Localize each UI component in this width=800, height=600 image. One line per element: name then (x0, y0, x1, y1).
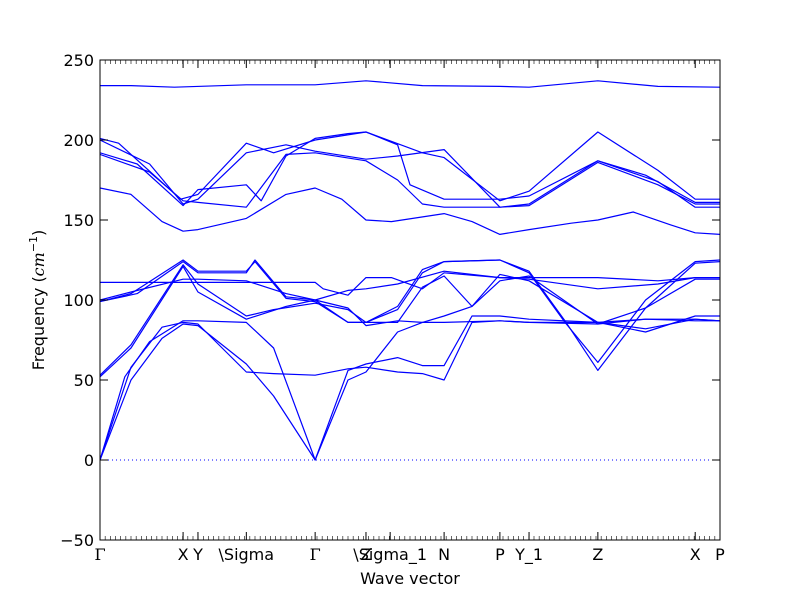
y-tick-label: 50 (74, 371, 94, 390)
band-line-8 (100, 270, 720, 301)
x-axis-ticks: Γ X Y \Sigma Γ Z\Sigma_1 N P Y_1 Z X P (94, 60, 725, 565)
band-line-4 (100, 131, 720, 207)
band-line-9 (100, 259, 720, 363)
x-tick-label: P (495, 545, 505, 564)
band-line-5 (100, 152, 720, 208)
y-axis-label-unit-exp: −1 (27, 236, 40, 252)
band-line-6 (100, 187, 720, 235)
x-tick-label: Z (360, 545, 371, 564)
x-tick-label: X (690, 545, 701, 564)
band-line-7 (100, 272, 720, 296)
band-line-2 (100, 131, 720, 202)
x-tick-label: Γ (94, 545, 105, 564)
y-tick-label: 0 (84, 451, 94, 470)
plot-background (100, 60, 720, 540)
x-tick-label: \Sigma (219, 545, 275, 564)
y-axis-label-prefix: Frequency ( (29, 276, 48, 370)
x-tick-label: Y_1 (514, 545, 543, 565)
y-tick-label: 200 (63, 131, 94, 150)
y-tick-label: 150 (63, 211, 94, 230)
x-tick-label: N (438, 545, 450, 564)
band-line-1 (100, 80, 720, 88)
band-line-14 (100, 318, 720, 461)
band-lines (100, 80, 720, 461)
x-tick-label: X (178, 545, 189, 564)
x-tick-label: Γ (310, 545, 321, 564)
x-tick-label: Z (592, 545, 603, 564)
y-axis-ticks: −50 0 50 100 150 200 250 (60, 51, 720, 550)
x-tick-label: \Sigma_1 (353, 545, 427, 565)
y-axis-label-suffix: ) (29, 230, 48, 236)
band-line-15 (100, 318, 720, 461)
y-tick-label: −50 (60, 531, 94, 550)
x-tick-label: Y (192, 545, 203, 564)
x-tick-label: P (715, 545, 725, 564)
band-line-10 (100, 259, 720, 371)
x-axis-label: Wave vector (360, 569, 460, 588)
y-tick-label: 250 (63, 51, 94, 70)
y-axis-label-unit: cm (29, 252, 48, 276)
y-tick-label: 100 (63, 291, 94, 310)
x-minor-ticks (99, 60, 721, 540)
y-axis-label: Frequency (cm−1) (27, 230, 48, 371)
